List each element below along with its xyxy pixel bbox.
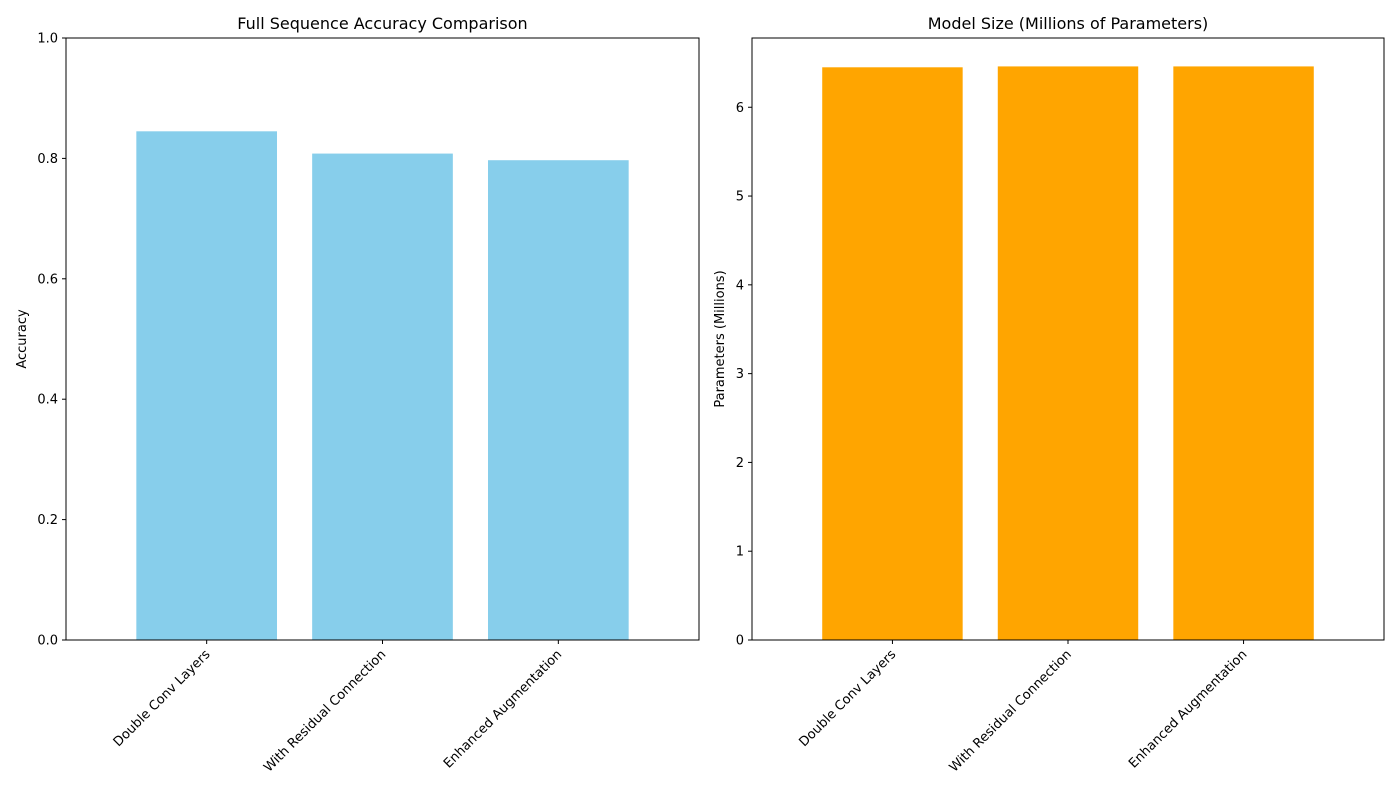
accuracy-y-tick-label: 0.0 [37,634,58,649]
accuracy-bar-double-conv-layers [136,131,277,640]
accuracy-chart-title: Full Sequence Accuracy Comparison [237,14,527,33]
model-size-bar-with-residual-connection [997,66,1139,641]
accuracy-bars [136,131,629,641]
accuracy-bar-with-residual-connection [312,153,453,641]
model-size-chart-title: Model Size (Millions of Parameters) [928,14,1209,33]
model-size-y-tick-label: 5 [736,190,744,205]
accuracy-bar-enhanced-augmentation [488,160,629,640]
model-size-y-tick-label: 3 [736,367,744,382]
accuracy-y-tick-label: 0.2 [37,513,58,528]
model-size-y-axis-label: Parameters (Millions) [713,270,728,407]
model-size-y-tick-label: 6 [736,101,744,116]
model-size-bars [822,66,1314,641]
accuracy-y-tick-label: 0.4 [37,393,58,408]
model-size-y-tick-label: 0 [736,634,744,649]
accuracy-y-axis-label: Accuracy [15,309,30,369]
accuracy-y-tick-label: 0.8 [37,152,58,167]
model-size-y-ticks: 0 1 2 3 4 5 6 [736,101,752,649]
model-size-plot-frame [751,37,1385,641]
accuracy-plot-frame [65,37,700,641]
accuracy-y-tick-label: 0.6 [37,272,58,287]
model-size-y-tick-label: 1 [736,545,744,560]
model-size-bar-enhanced-augmentation [1173,66,1314,641]
model-size-y-tick-label: 4 [736,278,744,293]
model-size-y-tick-label: 2 [736,456,744,471]
accuracy-y-ticks: 0.0 0.2 0.4 0.6 0.8 1.0 [37,32,66,649]
model-size-bar-double-conv-layers [822,67,963,640]
accuracy-y-tick-label: 1.0 [37,32,58,47]
